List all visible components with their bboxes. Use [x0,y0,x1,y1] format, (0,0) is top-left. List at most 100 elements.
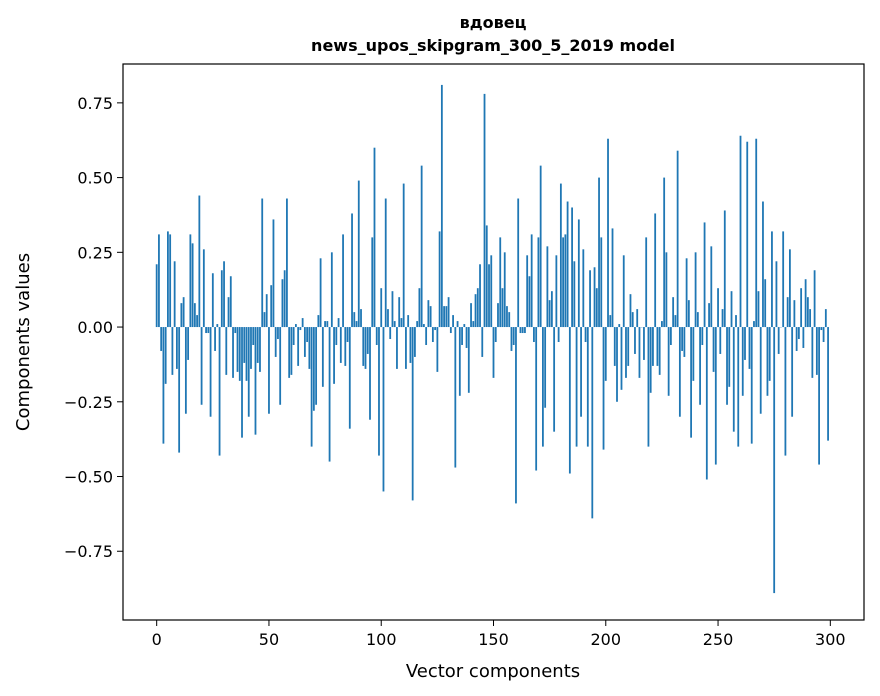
bar-122 [429,306,432,328]
bar-154 [501,288,504,328]
bar-250 [717,288,719,328]
bar-156 [506,306,508,328]
bar-28 [218,327,221,456]
bar-2 [160,327,163,351]
bar-68 [308,327,311,369]
bar-233 [678,327,681,417]
bar-56 [281,279,284,328]
bar-12 [182,297,185,328]
bar-137 [463,324,466,328]
bar-73 [319,258,322,328]
bar-189 [580,327,582,417]
bar-88 [353,312,356,328]
bar-108 [398,297,401,328]
bar-282 [789,249,791,328]
bar-260 [739,135,742,328]
bar-166 [528,276,531,328]
bar-92 [362,327,365,366]
bar-251 [719,327,722,354]
bar-218 [645,237,648,328]
bar-47 [261,198,264,328]
bar-191 [584,327,587,342]
bar-76 [326,321,329,328]
bar-15 [189,234,192,328]
bar-246 [708,303,710,328]
bar-117 [418,288,421,328]
bar-279 [782,231,785,328]
bar-22 [205,327,207,334]
bar-171 [539,165,542,328]
bar-19 [198,195,201,328]
bar-173 [544,327,547,408]
bar-267 [755,138,758,328]
bar-118 [420,165,423,328]
bar-107 [396,327,398,369]
bar-37 [238,327,241,381]
bar-57 [283,270,286,328]
bar-121 [427,300,430,328]
bar-105 [391,291,394,328]
bar-7 [171,327,174,375]
bar-222 [654,213,657,328]
bar-205 [616,327,618,402]
bar-284 [793,300,796,328]
bar-1 [158,234,160,328]
bar-106 [393,321,396,328]
bar-26 [214,327,216,351]
bar-276 [775,261,778,328]
bar-245 [705,327,708,480]
bar-40 [245,327,248,381]
bar-160 [515,327,517,504]
bar-86 [348,327,351,429]
bar-14 [187,327,190,360]
bar-34 [232,327,234,378]
bar-269 [759,327,762,414]
bar-27 [216,324,219,328]
bar-281 [786,297,789,328]
bar-170 [537,237,540,328]
bar-239 [692,327,695,381]
bar-145 [481,327,484,357]
bar-139 [467,327,470,393]
bar-257 [732,327,735,432]
bar-214 [636,309,639,328]
bar-63 [297,327,300,366]
bar-287 [800,288,803,328]
bar-219 [647,327,650,447]
bar-126 [438,231,441,328]
bar-45 [256,327,259,363]
bar-13 [184,327,187,414]
plot-frame [122,63,865,621]
bar-111 [405,327,407,369]
y-tick-label-4: 0.25 [77,243,113,262]
bar-132 [452,315,454,328]
bar-116 [416,321,419,328]
bar-74 [321,327,324,387]
bar-254 [726,327,728,405]
bar-95 [369,327,371,420]
bar-295 [818,327,820,465]
bar-172 [542,327,544,447]
bar-223 [656,327,659,366]
bar-75 [324,321,326,328]
bar-180 [559,183,562,328]
bar-59 [288,327,291,378]
bar-220 [649,327,652,393]
bar-125 [436,327,439,372]
bar-123 [431,327,434,342]
bar-224 [658,327,661,375]
bar-280 [784,327,787,456]
bar-238 [690,327,692,438]
bar-225 [661,321,663,328]
bar-55 [279,327,282,405]
bar-30 [223,261,225,328]
bar-299 [827,327,829,441]
bar-134 [456,321,459,328]
bar-148 [488,264,490,328]
bar-167 [530,234,533,328]
bar-93 [364,327,367,369]
bar-102 [384,198,387,328]
bar-120 [425,327,428,345]
bar-8 [173,261,176,328]
bar-168 [533,327,535,342]
